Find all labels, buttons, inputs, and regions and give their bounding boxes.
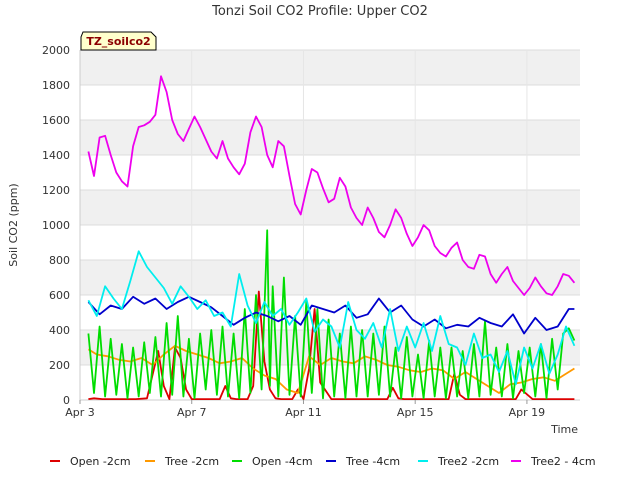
y-tick-label: 1400: [42, 149, 70, 162]
grid-band: [80, 260, 580, 295]
series-line-tree2-4cm: [87, 75, 576, 296]
y-axis-ticks: 0 200 400 600 800 1000 1200 1400 1600 1800 2000: [42, 44, 70, 407]
x-tick-label: Apr 11: [285, 406, 322, 419]
x-axis-ticks: Apr 3 Apr 7 Apr 11 Apr 15 Apr 19: [65, 400, 545, 419]
legend-item: Tree -2cm: [145, 455, 219, 468]
grid-band: [80, 50, 580, 85]
series-line-open-2cm: [88, 290, 575, 401]
legend-item: Open -2cm: [50, 455, 131, 468]
x-tick-label: Apr 15: [397, 406, 434, 419]
y-tick-label: 600: [49, 289, 70, 302]
y-tick-label: 1000: [42, 219, 70, 232]
series-line-tree-4cm: [87, 295, 575, 335]
annotation-badge: TZ_soilco2: [80, 31, 157, 51]
grid-lines: [79, 49, 580, 401]
y-tick-label: 200: [49, 359, 70, 372]
legend-item: Tree -4cm: [326, 455, 400, 468]
chart-title: Tonzi Soil CO2 Profile: Upper CO2: [211, 4, 428, 19]
legend-item: Tree2 - 4cm: [511, 455, 596, 468]
legend: Open -2cm Tree -2cm Open -4cm Tree -4cm Tree…: [50, 455, 596, 468]
legend-label: Tree2 - 4cm: [530, 455, 596, 468]
y-axis-title: Soil CO2 (ppm): [7, 183, 20, 266]
legend-label: Tree -4cm: [345, 455, 400, 468]
plot-series: [87, 75, 576, 401]
x-tick-label: Apr 7: [177, 406, 207, 419]
legend-label: Tree2 -2cm: [437, 455, 499, 468]
y-tick-label: 800: [49, 254, 70, 267]
y-tick-label: 400: [49, 324, 70, 337]
grid-band: [80, 120, 580, 155]
series-line-tree2-2cm: [87, 250, 576, 386]
y-tick-label: 0: [63, 394, 70, 407]
series-line-open-4cm: [87, 229, 576, 400]
y-tick-label: 1200: [42, 184, 70, 197]
y-tick-label: 1600: [42, 114, 70, 127]
legend-item: Open -4cm: [232, 455, 313, 468]
y-tick-label: 1800: [42, 79, 70, 92]
legend-item: Tree2 -2cm: [418, 455, 499, 468]
grid-band: [80, 190, 580, 225]
x-tick-label: Apr 3: [65, 406, 95, 419]
legend-label: Open -2cm: [70, 455, 131, 468]
x-tick-label: Apr 19: [509, 406, 546, 419]
y-tick-label: 2000: [42, 44, 70, 57]
x-axis-title: Time: [550, 423, 578, 436]
legend-label: Tree -2cm: [164, 455, 219, 468]
annotation-label: TZ_soilco2: [86, 35, 150, 48]
legend-label: Open -4cm: [252, 455, 313, 468]
